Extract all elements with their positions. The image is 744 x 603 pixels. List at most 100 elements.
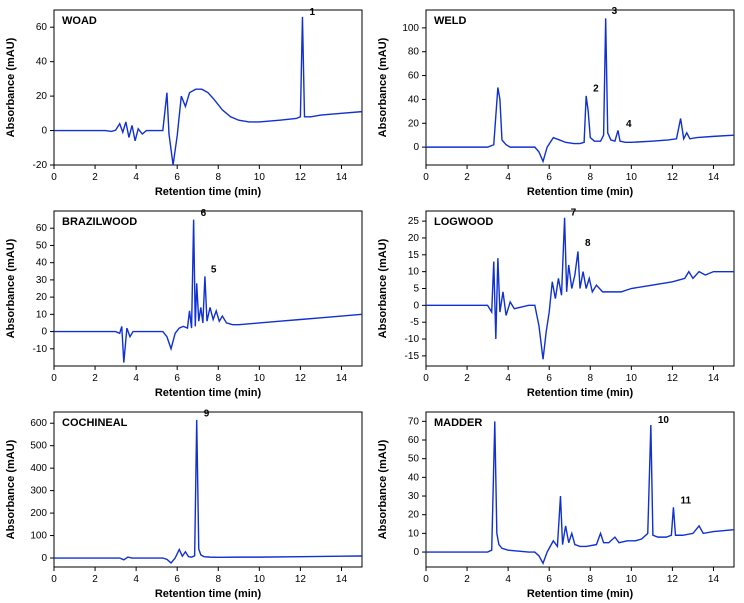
y-tick-label: 0: [41, 553, 47, 564]
x-tick-label: 0: [51, 574, 57, 585]
figure-grid: 02468101214-200204060Retention time (min…: [0, 0, 744, 603]
chromatogram-trace: [426, 18, 734, 161]
peak-label: 8: [585, 238, 591, 249]
peak-label: 1: [309, 7, 315, 18]
chromatogram-trace: [54, 17, 362, 165]
x-axis-label: Retention time (min): [155, 387, 262, 399]
y-tick-label: 60: [408, 71, 420, 82]
chart-title: BRAZILWOOD: [62, 216, 137, 228]
y-tick-label: 40: [408, 472, 420, 483]
x-axis-label: Retention time (min): [527, 186, 634, 198]
y-tick-label: 0: [413, 142, 419, 153]
y-tick-label: 10: [408, 528, 420, 539]
y-tick-label: 0: [413, 300, 419, 311]
y-tick-label: 0: [413, 547, 419, 558]
x-tick-label: 4: [505, 172, 511, 183]
chart-title: WELD: [434, 15, 466, 27]
x-tick-label: 12: [295, 373, 307, 384]
x-axis-label: Retention time (min): [155, 186, 262, 198]
x-tick-label: 14: [708, 373, 720, 384]
x-tick-label: 2: [464, 574, 470, 585]
y-tick-label: 20: [408, 118, 420, 129]
x-tick-label: 10: [254, 574, 266, 585]
x-tick-label: 0: [51, 172, 57, 183]
x-tick-label: 6: [546, 373, 552, 384]
x-tick-label: 12: [667, 574, 679, 585]
peak-label: 11: [680, 495, 691, 506]
chart-title: WOAD: [62, 15, 97, 27]
y-tick-label: 50: [408, 454, 420, 465]
cell-brazilwood: 02468101214-100102030405060Retention tim…: [0, 201, 372, 402]
x-tick-label: 8: [215, 373, 221, 384]
peak-label: 4: [626, 119, 632, 130]
x-tick-label: 14: [336, 172, 348, 183]
x-tick-label: 10: [254, 373, 266, 384]
peak-label: 5: [211, 265, 217, 276]
x-tick-label: 2: [92, 172, 98, 183]
y-axis-label: Absorbance (mAU): [377, 37, 389, 137]
x-tick-label: 14: [336, 373, 348, 384]
chart-title: MADDER: [434, 417, 482, 429]
y-tick-label: 100: [402, 23, 419, 34]
x-tick-label: 2: [464, 172, 470, 183]
plot-frame: [426, 412, 734, 567]
y-tick-label: 60: [36, 22, 48, 33]
y-tick-label: 30: [36, 275, 48, 286]
y-tick-label: 20: [36, 292, 48, 303]
y-axis-label: Absorbance (mAU): [377, 439, 389, 539]
y-tick-label: -5: [410, 317, 419, 328]
x-tick-label: 4: [505, 574, 511, 585]
x-tick-label: 2: [92, 574, 98, 585]
cell-weld: 02468101214020406080100Retention time (m…: [372, 0, 744, 201]
x-tick-label: 4: [505, 373, 511, 384]
x-tick-label: 12: [667, 373, 679, 384]
x-tick-label: 4: [133, 172, 139, 183]
peak-label: 7: [571, 208, 577, 219]
y-tick-label: 300: [30, 486, 47, 497]
y-tick-label: 0: [41, 126, 47, 137]
plot-frame: [426, 10, 734, 165]
y-tick-label: 60: [408, 435, 420, 446]
x-tick-label: 0: [423, 172, 429, 183]
y-tick-label: 80: [408, 47, 420, 58]
y-tick-label: 40: [36, 57, 48, 68]
x-tick-label: 4: [133, 373, 139, 384]
x-tick-label: 0: [51, 373, 57, 384]
x-tick-label: 10: [254, 172, 266, 183]
cell-woad: 02468101214-200204060Retention time (min…: [0, 0, 372, 201]
chart-title: COCHINEAL: [62, 417, 128, 429]
chart-title: LOGWOOD: [434, 216, 493, 228]
y-axis-label: Absorbance (mAU): [5, 439, 17, 539]
x-tick-label: 14: [708, 574, 720, 585]
y-tick-label: 60: [36, 223, 48, 234]
y-tick-label: 40: [408, 94, 420, 105]
cell-logwood: 02468101214-15-10-50510152025Retention t…: [372, 201, 744, 402]
y-tick-label: 30: [408, 491, 420, 502]
chromatogram-trace: [54, 420, 362, 563]
y-tick-label: 600: [30, 418, 47, 429]
x-axis-label: Retention time (min): [527, 387, 634, 399]
x-tick-label: 6: [546, 172, 552, 183]
y-tick-label: 20: [36, 91, 48, 102]
peak-label: 9: [204, 409, 210, 420]
y-axis-label: Absorbance (mAU): [377, 238, 389, 338]
x-tick-label: 14: [708, 172, 720, 183]
y-tick-label: 5: [413, 284, 419, 295]
y-tick-label: 200: [30, 508, 47, 519]
y-tick-label: 500: [30, 441, 47, 452]
x-tick-label: 6: [546, 574, 552, 585]
x-tick-label: 12: [295, 574, 307, 585]
peak-label: 2: [593, 83, 599, 94]
y-tick-label: -10: [33, 344, 48, 355]
x-tick-label: 2: [92, 373, 98, 384]
y-tick-label: -10: [405, 334, 420, 345]
y-tick-label: -15: [405, 351, 420, 362]
y-tick-label: 10: [408, 267, 420, 278]
x-tick-label: 4: [133, 574, 139, 585]
x-tick-label: 0: [423, 373, 429, 384]
x-tick-label: 8: [215, 574, 221, 585]
plot-frame: [54, 211, 362, 366]
y-tick-label: 100: [30, 531, 47, 542]
x-tick-label: 6: [174, 574, 180, 585]
x-tick-label: 6: [174, 373, 180, 384]
